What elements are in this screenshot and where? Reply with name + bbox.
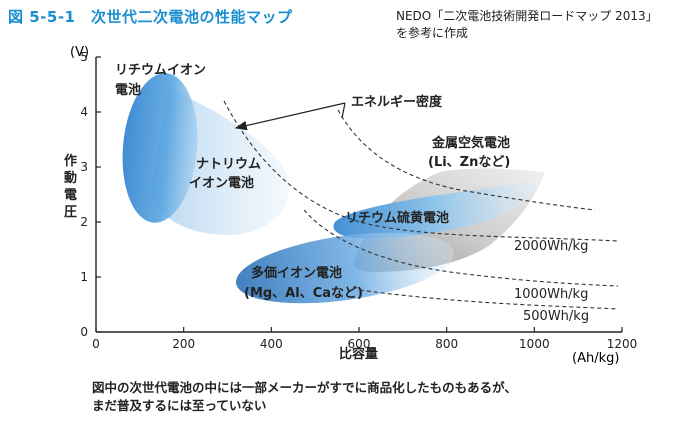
region-lithium-sulfur	[333, 180, 542, 239]
y-tick-label: 4	[80, 105, 88, 119]
y-tick-label: 1	[80, 270, 88, 284]
x-tick-200: 200	[172, 327, 195, 351]
label-metal-air: 金属空気電池 (Li、Znなど)	[428, 135, 515, 170]
source-note: NEDO「二次電池技術開発ロードマップ 2013」 を参考に作成	[396, 8, 658, 42]
label-lithium-sulfur: リチウム硫黄電池	[345, 210, 449, 226]
y-tick-0: 0	[80, 325, 101, 339]
y-tick-3: 3	[80, 160, 101, 174]
y-axis-label: 作動電圧	[64, 153, 77, 220]
curve-1000-upper	[337, 109, 596, 211]
source-line-2: を参考に作成	[396, 26, 469, 40]
label-multivalent-ion: 多価イオン電池 (Mg、Al、Caなど)	[244, 265, 363, 301]
y-tick-label: 5	[80, 50, 88, 64]
x-tick-label: 400	[260, 337, 283, 351]
x-ticks: 0 200 400 600 800 1000 1200	[92, 327, 637, 351]
x-tick-400: 400	[260, 327, 283, 351]
x-unit: (Ah/kg)	[572, 351, 619, 366]
region-labels: リチウムイオン 電池 ナトリウム イオン電池 金属空気電池 (Li、Znなど) …	[115, 63, 515, 301]
y-unit: (V)	[70, 45, 89, 60]
y-tick-label: 2	[80, 215, 88, 229]
label-1000: 1000Wh/kg	[514, 287, 588, 302]
x-tick-label: 1200	[607, 337, 638, 351]
x-tick-label: 1000	[519, 337, 550, 351]
x-tick-1200: 1200	[607, 327, 638, 351]
x-tick-label: 200	[172, 337, 195, 351]
curve-500	[359, 289, 619, 310]
y-tick-label: 3	[80, 160, 88, 174]
caption-line-1: 図中の次世代電池の中には一部メーカーがすでに商品化したものもあるが、	[92, 380, 517, 395]
label-lithium-ion: リチウムイオン 電池	[115, 63, 211, 98]
caption-line-2: まだ普及するには至っていない	[92, 398, 267, 413]
label-energy-density: エネルギー密度	[351, 94, 443, 110]
energy-density-arrow	[234, 102, 346, 131]
x-tick-1000: 1000	[519, 327, 550, 351]
y-tick-1: 1	[80, 270, 101, 284]
y-tick-label: 0	[80, 325, 88, 339]
x-tick-label: 800	[435, 337, 458, 351]
x-tick-0: 0	[92, 327, 100, 351]
curve-labels: 2000Wh/kg 1000Wh/kg 500Wh/kg エネルギー密度	[351, 94, 589, 324]
x-tick-label: 0	[92, 337, 100, 351]
x-tick-label: 600	[348, 337, 371, 351]
y-tick-2: 2	[80, 215, 101, 229]
y-tick-4: 4	[80, 105, 101, 119]
energy-density-curves	[223, 100, 619, 310]
curve-1000	[303, 209, 619, 287]
caption: 図中の次世代電池の中には一部メーカーがすでに商品化したものもあるが、 まだ普及す…	[92, 379, 517, 415]
region-lithium-ion	[122, 73, 198, 223]
battery-regions	[122, 73, 545, 304]
y-ticks: 0 1 2 3 4 5	[80, 50, 101, 339]
x-tick-800: 800	[435, 327, 458, 351]
label-500: 500Wh/kg	[523, 309, 589, 324]
curve-2000	[223, 100, 619, 242]
label-sodium-ion: ナトリウム イオン電池	[189, 157, 266, 191]
region-multivalent-ion	[235, 232, 455, 304]
x-axis-label: 比容量	[339, 346, 378, 362]
label-2000: 2000Wh/kg	[514, 239, 588, 254]
x-tick-600: 600	[348, 327, 371, 351]
y-tick-5: 5	[80, 50, 101, 64]
source-line-1: NEDO「二次電池技術開発ロードマップ 2013」	[396, 9, 658, 23]
figure-title: 図 5-5-1 次世代二次電池の性能マップ	[8, 8, 293, 26]
